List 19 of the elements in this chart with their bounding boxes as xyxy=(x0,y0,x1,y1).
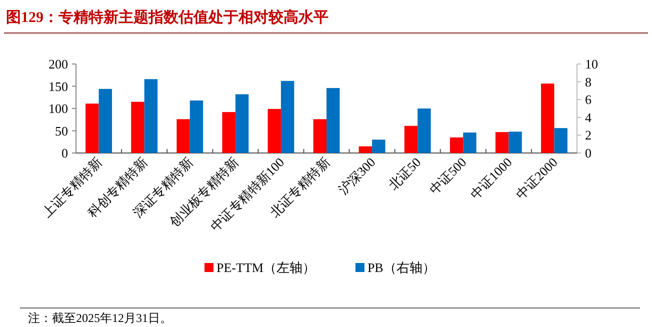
y-tick-label: 200 xyxy=(48,56,68,72)
text: 注：截至2025年12月31日。 xyxy=(28,311,172,325)
y2-tick-label: 4 xyxy=(585,110,592,125)
y2-tick-label: 6 xyxy=(585,92,592,108)
y2-tick-label: 8 xyxy=(585,74,592,90)
legend-label: PE-TTM（左轴） xyxy=(216,260,316,275)
y-tick-label: 100 xyxy=(48,101,68,116)
x-tick-label: 北证50 xyxy=(386,154,424,193)
y2-tick-label: 0 xyxy=(585,146,592,160)
x-tick-label: 中证500 xyxy=(426,154,470,198)
y-tick-label: 50 xyxy=(55,123,68,138)
y-tick-label: 0 xyxy=(62,146,68,160)
y2-tick-label: 10 xyxy=(585,56,598,72)
y2-tick-label: 2 xyxy=(585,128,592,143)
chart-title: 图129：专精特新主题指数估值处于相对较高水平 xyxy=(6,8,328,26)
legend-label: PB（右轴） xyxy=(367,260,436,275)
bar xyxy=(541,84,554,153)
y-tick-label: 150 xyxy=(48,78,68,94)
x-tick-label: 沪深300 xyxy=(335,154,378,198)
